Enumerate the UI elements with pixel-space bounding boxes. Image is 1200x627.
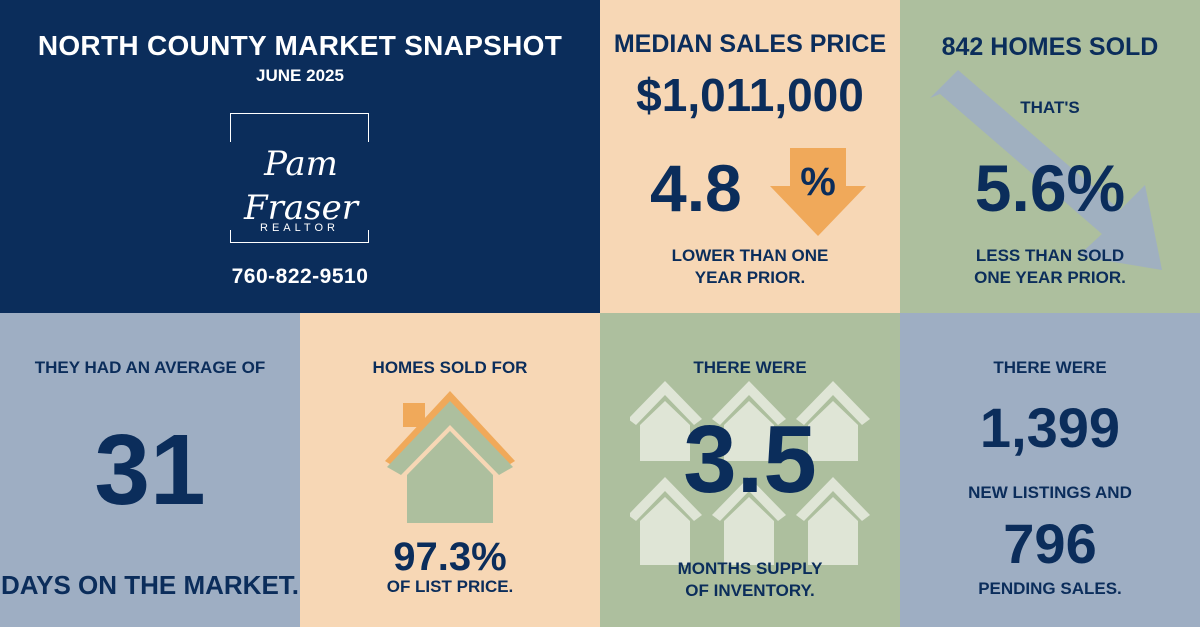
homes-sold-intro: THAT'S	[1020, 98, 1080, 117]
inventory-tile: THERE WERE 3.5 MONTHS SUPPLY OF INVENTOR…	[600, 313, 900, 627]
median-price-value: $1,011,000	[636, 69, 864, 121]
homes-sold-caption-line2: ONE YEAR PRIOR.	[974, 268, 1126, 287]
median-change-value: 4.8	[650, 151, 742, 225]
listings-heading: THERE WERE	[993, 358, 1107, 377]
days-value: 31	[94, 414, 206, 526]
list-price-caption: OF LIST PRICE.	[386, 577, 514, 596]
houses-pattern-icon	[630, 381, 870, 565]
homes-sold-change: 5.6%	[974, 151, 1126, 225]
house-icon	[385, 391, 515, 523]
days-on-market-tile: THEY HAD AN AVERAGE OF 31 DAYS ON THE MA…	[0, 313, 300, 627]
brand-tile: NORTH COUNTY MARKET SNAPSHOT JUNE 2025 P…	[0, 0, 600, 313]
percent-symbol: %	[800, 160, 836, 204]
inventory-value: 3.5	[683, 406, 817, 513]
list-price-heading: HOMES SOLD FOR	[372, 358, 528, 377]
logo-tagline: REALTOR	[231, 222, 368, 234]
homes-sold-heading: 842 HOMES SOLD	[941, 33, 1159, 61]
realtor-logo: Pam Fraser REALTOR	[211, 113, 391, 243]
report-date: JUNE 2025	[256, 66, 344, 85]
inventory-heading: THERE WERE	[693, 358, 807, 377]
days-heading: THEY HAD AN AVERAGE OF	[34, 358, 266, 377]
list-price-value: 97.3%	[393, 535, 507, 579]
down-arrow-icon: %	[770, 148, 866, 236]
logo-signature: Pam Fraser	[211, 142, 391, 230]
median-caption-line1: LOWER THAN ONE	[671, 246, 829, 265]
median-heading: MEDIAN SALES PRICE	[613, 30, 887, 58]
pending-sales-caption: PENDING SALES.	[978, 579, 1122, 598]
page-title: NORTH COUNTY MARKET SNAPSHOT	[37, 30, 563, 61]
new-listings-caption: NEW LISTINGS AND	[968, 483, 1132, 502]
new-listings-value: 1,399	[979, 396, 1121, 459]
trend-down-arrow-icon	[930, 70, 1162, 270]
inventory-caption-line1: MONTHS SUPPLY	[677, 559, 823, 578]
phone-number: 760-822-9510	[231, 265, 369, 288]
listings-tile: THERE WERE 1,399 NEW LISTINGS AND 796 PE…	[900, 313, 1200, 627]
days-caption: DAYS ON THE MARKET.	[0, 570, 300, 600]
inventory-caption-line2: OF INVENTORY.	[685, 581, 815, 600]
median-price-tile: MEDIAN SALES PRICE $1,011,000 4.8 % LOWE…	[600, 0, 900, 313]
list-price-tile: HOMES SOLD FOR 97.3% OF LIST PRICE.	[300, 313, 600, 627]
pending-sales-value: 796	[1003, 512, 1097, 575]
median-caption-line2: YEAR PRIOR.	[694, 268, 806, 287]
homes-sold-tile: 842 HOMES SOLD THAT'S 5.6% LESS THAN SOL…	[900, 0, 1200, 313]
homes-sold-caption-line1: LESS THAN SOLD	[975, 246, 1125, 265]
